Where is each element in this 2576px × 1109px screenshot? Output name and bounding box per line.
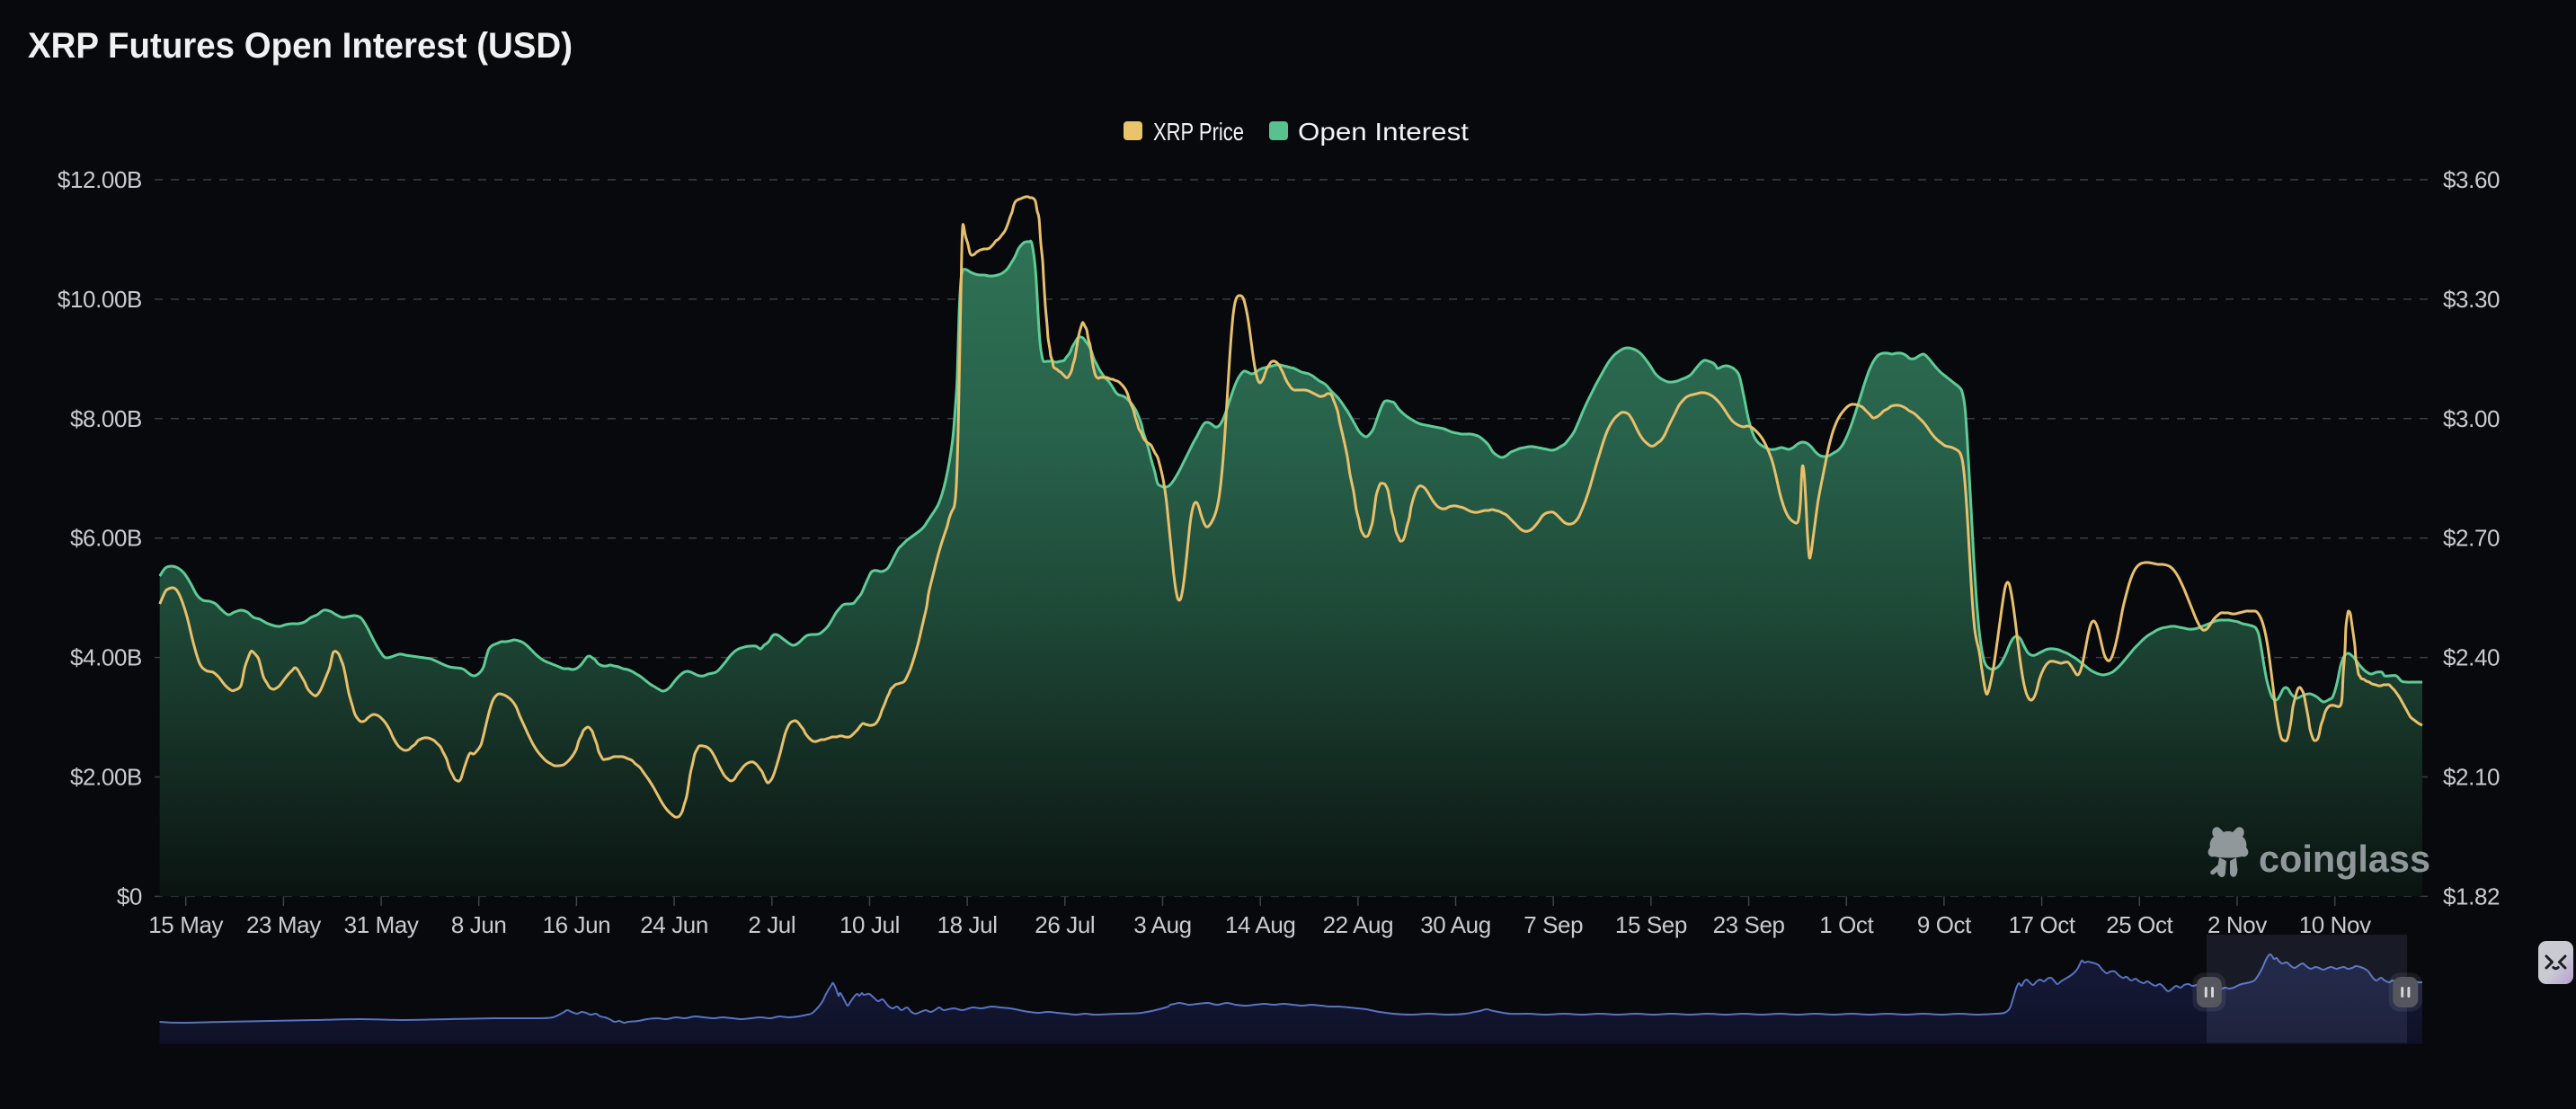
- svg-text:$2.40: $2.40: [2443, 644, 2500, 671]
- svg-text:22 Aug: 22 Aug: [1323, 911, 1394, 938]
- svg-text:9 Oct: 9 Oct: [1917, 911, 1972, 938]
- svg-text:14 Aug: 14 Aug: [1225, 911, 1296, 938]
- svg-text:10 Nov: 10 Nov: [2299, 911, 2371, 938]
- svg-text:8 Jun: 8 Jun: [451, 911, 507, 938]
- svg-text:$2.00B: $2.00B: [70, 764, 142, 791]
- svg-text:15 Sep: 15 Sep: [1615, 911, 1687, 938]
- svg-text:$0: $0: [117, 883, 142, 909]
- svg-text:10 Jul: 10 Jul: [839, 911, 900, 938]
- svg-text:XRP Price: XRP Price: [1153, 118, 1244, 146]
- svg-text:$1.82: $1.82: [2443, 883, 2500, 909]
- svg-text:$2.10: $2.10: [2443, 764, 2500, 791]
- svg-text:15 May: 15 May: [148, 911, 223, 938]
- svg-text:7 Sep: 7 Sep: [1523, 911, 1583, 938]
- svg-text:$4.00B: $4.00B: [70, 644, 142, 671]
- svg-text:coinglass: coinglass: [2259, 838, 2430, 880]
- svg-text:3 Aug: 3 Aug: [1133, 911, 1192, 938]
- svg-text:30 Aug: 30 Aug: [1420, 911, 1491, 938]
- svg-text:26 Jul: 26 Jul: [1035, 911, 1095, 938]
- svg-text:23 May: 23 May: [246, 911, 321, 938]
- svg-text:25 Oct: 25 Oct: [2106, 911, 2173, 938]
- svg-text:2 Jul: 2 Jul: [748, 911, 795, 938]
- svg-text:31 May: 31 May: [344, 911, 419, 938]
- svg-text:$3.30: $3.30: [2443, 286, 2500, 313]
- svg-text:24 Jun: 24 Jun: [640, 911, 708, 938]
- svg-text:$6.00B: $6.00B: [70, 525, 142, 552]
- svg-text:23 Sep: 23 Sep: [1713, 911, 1785, 938]
- svg-text:1 Oct: 1 Oct: [1819, 911, 1874, 938]
- svg-text:$10.00B: $10.00B: [58, 286, 142, 313]
- svg-text:$3.00: $3.00: [2443, 405, 2500, 432]
- svg-text:Open Interest: Open Interest: [1298, 118, 1469, 146]
- svg-text:18 Jul: 18 Jul: [937, 911, 998, 938]
- svg-text:XRP Futures Open Interest (USD: XRP Futures Open Interest (USD): [28, 26, 573, 66]
- svg-text:$2.70: $2.70: [2443, 525, 2500, 552]
- svg-text:$12.00B: $12.00B: [58, 166, 142, 193]
- svg-text:16 Jun: 16 Jun: [543, 911, 611, 938]
- svg-text:$8.00B: $8.00B: [70, 405, 142, 432]
- svg-text:17 Oct: 17 Oct: [2008, 911, 2075, 938]
- svg-text:$3.60: $3.60: [2443, 166, 2500, 193]
- svg-text:2 Nov: 2 Nov: [2207, 911, 2267, 938]
